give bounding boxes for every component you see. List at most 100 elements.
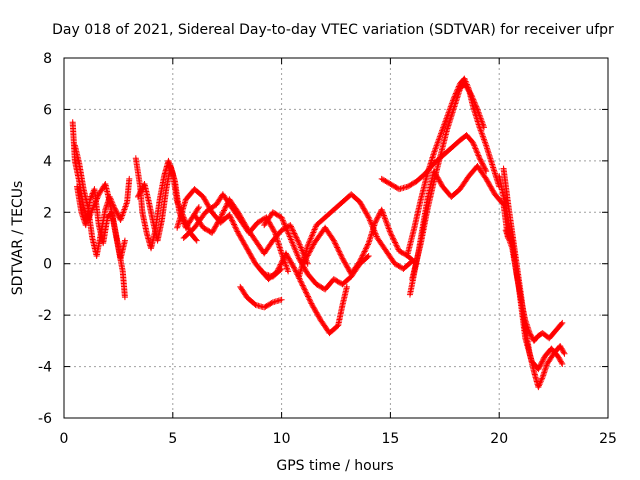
data-point xyxy=(361,206,368,213)
data-point xyxy=(336,250,343,257)
data-point xyxy=(536,364,543,371)
data-point xyxy=(557,343,564,349)
data-point xyxy=(539,357,546,364)
data-point xyxy=(375,213,382,220)
data-point xyxy=(480,122,487,129)
data-point xyxy=(332,240,339,247)
data-point xyxy=(279,215,286,222)
data-point xyxy=(107,195,114,202)
data-point xyxy=(392,240,399,247)
data-point xyxy=(386,226,393,233)
data-point xyxy=(362,209,369,216)
data-point xyxy=(392,239,399,246)
data-point xyxy=(477,115,484,122)
data-point xyxy=(269,224,276,231)
data-point xyxy=(360,251,367,258)
data-point xyxy=(306,296,313,303)
data-point xyxy=(245,249,252,256)
data-point xyxy=(336,248,343,255)
data-point xyxy=(338,254,345,261)
data-point xyxy=(309,242,316,249)
data-point xyxy=(507,240,514,247)
x-tick-label: 0 xyxy=(60,431,69,447)
data-point xyxy=(345,265,352,272)
y-tick-label: -2 xyxy=(38,308,52,324)
data-point xyxy=(506,237,513,244)
data-point xyxy=(229,217,236,224)
data-point xyxy=(383,219,390,226)
data-point xyxy=(248,253,255,259)
data-point xyxy=(559,346,566,353)
x-tick-label: 20 xyxy=(490,431,508,447)
data-point xyxy=(219,211,226,218)
data-point xyxy=(108,198,115,205)
data-point xyxy=(251,300,258,307)
data-point xyxy=(376,211,383,218)
data-point xyxy=(203,199,210,205)
data-point xyxy=(304,252,311,259)
data-point xyxy=(539,358,546,365)
data-point xyxy=(473,148,480,155)
data-point xyxy=(310,304,317,311)
data-point xyxy=(286,233,293,240)
data-point xyxy=(475,109,482,116)
data-point xyxy=(560,348,567,355)
data-point xyxy=(477,125,484,132)
data-point xyxy=(470,139,477,146)
data-point xyxy=(338,252,345,259)
data-point xyxy=(479,133,486,140)
data-point xyxy=(284,253,291,259)
data-point xyxy=(479,121,486,128)
data-point xyxy=(386,228,393,235)
data-point xyxy=(106,193,113,200)
data-point xyxy=(287,236,294,243)
data-point xyxy=(503,228,510,235)
data-point xyxy=(301,285,308,292)
data-point xyxy=(384,221,391,228)
data-point xyxy=(478,116,485,123)
data-point xyxy=(280,255,287,262)
data-point xyxy=(200,195,207,202)
data-point xyxy=(561,350,568,357)
y-tick-label: -6 xyxy=(38,411,52,427)
data-point xyxy=(298,279,305,286)
data-point xyxy=(339,255,346,262)
data-point xyxy=(303,253,310,260)
data-point xyxy=(250,256,257,263)
data-point xyxy=(231,221,238,228)
data-point xyxy=(292,267,299,274)
data-point xyxy=(292,268,299,275)
data-point xyxy=(478,159,485,166)
data-point xyxy=(472,100,479,107)
data-point xyxy=(192,236,199,243)
data-point xyxy=(87,194,94,201)
data-point xyxy=(278,214,285,221)
data-point xyxy=(303,255,310,262)
data-point xyxy=(249,255,256,262)
data-point xyxy=(278,260,285,267)
data-point xyxy=(307,297,314,304)
data-point xyxy=(286,256,293,263)
data-point xyxy=(483,168,490,175)
data-point xyxy=(295,238,302,245)
data-point xyxy=(364,242,371,249)
y-tick-label: 4 xyxy=(43,154,52,170)
data-point xyxy=(378,206,385,213)
data-point xyxy=(300,283,307,290)
data-point xyxy=(311,226,318,233)
data-point xyxy=(311,305,318,312)
data-point xyxy=(314,310,321,317)
data-point xyxy=(389,234,396,241)
data-point xyxy=(238,215,245,222)
data-point xyxy=(559,319,566,326)
data-point xyxy=(287,258,294,265)
data-point xyxy=(311,307,318,313)
data-point xyxy=(362,208,369,214)
data-point xyxy=(286,232,293,239)
data-point xyxy=(340,256,347,263)
data-point xyxy=(487,183,494,190)
data-point xyxy=(247,251,254,258)
data-point xyxy=(296,256,303,263)
data-point xyxy=(204,201,211,208)
data-point xyxy=(289,226,296,233)
